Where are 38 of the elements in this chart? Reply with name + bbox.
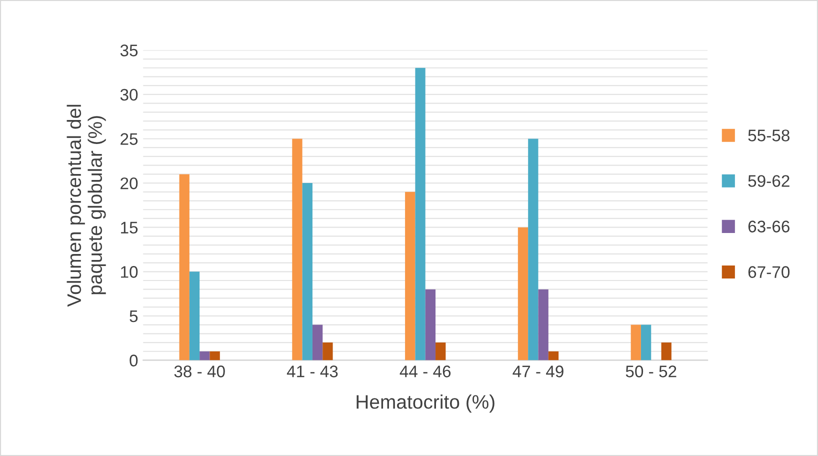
y-tick-label: 0 — [130, 354, 138, 366]
bar — [538, 289, 548, 360]
legend-label: 67-70 — [748, 266, 790, 278]
y-tick-label: 35 — [120, 44, 138, 56]
bar — [415, 68, 426, 360]
bar — [436, 342, 446, 360]
y-tick-label: 10 — [121, 266, 138, 278]
x-axis-title: Hematocrito (%) — [356, 394, 494, 413]
bar — [425, 289, 436, 360]
bar — [405, 192, 416, 360]
bar — [518, 227, 528, 360]
x-tick-label: 38 - 40 — [174, 366, 225, 378]
bar — [302, 183, 312, 360]
y-tick-label: 25 — [120, 133, 138, 145]
bar — [528, 138, 538, 360]
bar — [661, 342, 672, 360]
y-tick-label: 20 — [120, 177, 138, 190]
y-tick-label: 5 — [130, 310, 138, 322]
y-axis-title: Volumen porcentual del paquete globular (%) — [66, 104, 106, 307]
bar — [189, 272, 200, 360]
bar — [292, 138, 302, 360]
bar — [630, 324, 641, 360]
legend-label: 55-58 — [748, 130, 790, 142]
x-tick-label: 50 - 52 — [626, 366, 676, 378]
y-tick-label: 15 — [121, 222, 138, 234]
legend-label: 59-62 — [748, 175, 790, 187]
bar — [179, 174, 190, 360]
x-tick-label: 47 - 49 — [512, 366, 564, 378]
bar — [312, 324, 323, 360]
bar — [210, 351, 220, 360]
x-tick-label: 44 - 46 — [400, 366, 451, 378]
bar — [640, 324, 652, 360]
bar — [548, 351, 559, 360]
y-tick-label: 30 — [120, 88, 138, 101]
legend-label: 63-66 — [748, 220, 790, 232]
bar — [200, 351, 210, 360]
bar — [322, 342, 333, 360]
x-tick-label: 41 - 43 — [286, 366, 338, 378]
